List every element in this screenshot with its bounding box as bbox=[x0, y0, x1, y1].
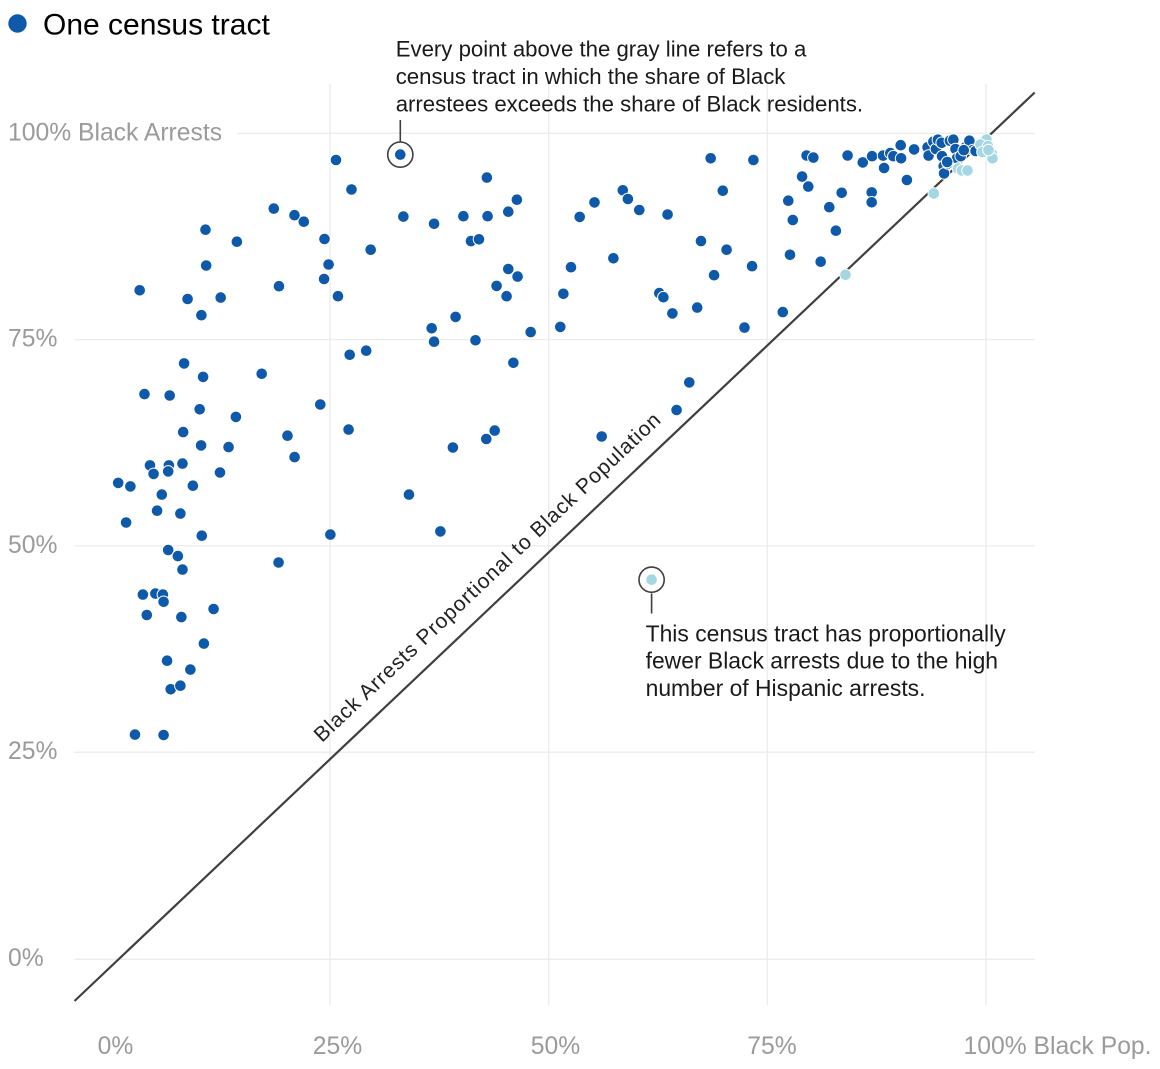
svg-text:100% Black Pop.: 100% Black Pop. bbox=[964, 1033, 1152, 1060]
svg-text:0%: 0% bbox=[8, 945, 44, 972]
svg-text:This census tract has proporti: This census tract has proportionally bbox=[646, 621, 1007, 647]
svg-text:number of Hispanic arrests.: number of Hispanic arrests. bbox=[646, 675, 926, 701]
svg-text:0%: 0% bbox=[98, 1033, 134, 1060]
svg-text:Every point above the gray lin: Every point above the gray line refers t… bbox=[396, 37, 807, 62]
svg-text:25%: 25% bbox=[8, 738, 57, 765]
svg-text:50%: 50% bbox=[8, 532, 57, 559]
svg-text:25%: 25% bbox=[313, 1033, 362, 1060]
svg-text:census tract in which the shar: census tract in which the share of Black bbox=[396, 64, 787, 89]
svg-text:One census tract: One census tract bbox=[43, 9, 270, 42]
svg-text:50%: 50% bbox=[531, 1033, 580, 1060]
svg-text:arrestees exceeds the share of: arrestees exceeds the share of Black res… bbox=[396, 92, 863, 117]
svg-text:75%: 75% bbox=[8, 326, 57, 353]
svg-text:75%: 75% bbox=[747, 1033, 796, 1060]
svg-text:fewer Black arrests due to the: fewer Black arrests due to the high bbox=[646, 648, 998, 674]
svg-text:100% Black Arrests: 100% Black Arrests bbox=[8, 120, 222, 147]
